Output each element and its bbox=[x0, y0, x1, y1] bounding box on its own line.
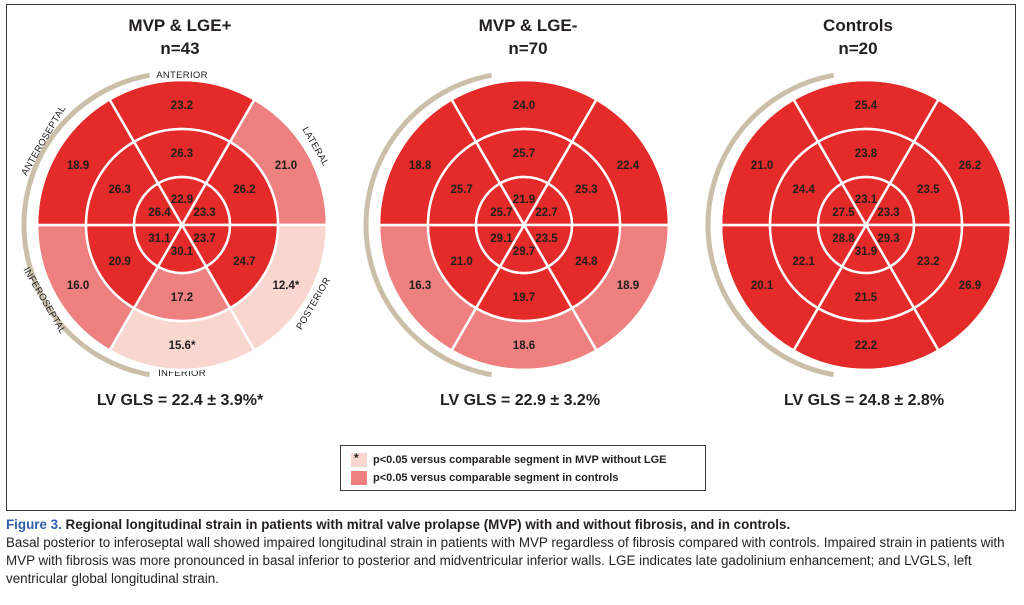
segment-value-basal-2: 21.0 bbox=[275, 160, 297, 172]
panel-title-controls: Controls n=20 bbox=[708, 14, 1008, 60]
segment-value-apical-3: 23.7 bbox=[193, 233, 215, 245]
segment-value-mid-5: 20.9 bbox=[108, 256, 130, 268]
legend-item-controls: p<0.05 versus comparable segment in cont… bbox=[351, 470, 618, 486]
segment-value-mid-2: 26.2 bbox=[233, 184, 255, 196]
segment-value-apical-6: 25.7 bbox=[490, 207, 512, 219]
segment-value-basal-3: 12.4* bbox=[272, 280, 299, 292]
segment-value-basal-1: 23.2 bbox=[171, 100, 193, 112]
legend-text-controls: p<0.05 versus comparable segment in cont… bbox=[373, 472, 619, 484]
panel-n: n=70 bbox=[508, 39, 548, 58]
segment-value-basal-6: 18.9 bbox=[67, 160, 89, 172]
bullseye-plots: ANTERIOR INFERIOR LATERAL POSTERIOR INFE… bbox=[19, 70, 1013, 379]
segment-value-apical-5: 28.8 bbox=[832, 233, 855, 245]
pericardial-ring bbox=[363, 72, 493, 378]
segment-value-mid-6: 25.7 bbox=[450, 184, 472, 196]
segment-value-basal-4: 22.2 bbox=[855, 340, 877, 352]
segment-value-apical-3: 29.3 bbox=[877, 233, 899, 245]
segment-value-basal-6: 21.0 bbox=[751, 160, 773, 172]
segment-value-basal-6: 18.8 bbox=[409, 160, 432, 172]
gls-controls: LV GLS = 24.8 ± 2.8% bbox=[783, 392, 945, 409]
segment-apical-6 bbox=[816, 181, 869, 227]
bullseye-outline bbox=[377, 78, 671, 372]
legend-text-lge: p<0.05 versus comparable segment in MVP … bbox=[373, 454, 667, 466]
segment-value-apical-2: 23.3 bbox=[877, 207, 899, 219]
segment-value-mid-4: 19.7 bbox=[513, 292, 535, 304]
segment-value-apical-6: 27.5 bbox=[832, 207, 855, 219]
segment-value-basal-5: 16.0 bbox=[67, 280, 89, 292]
bullseye-outline bbox=[35, 78, 329, 372]
segment-value-apical-1: 21.9 bbox=[513, 194, 535, 206]
segment-value-basal-1: 25.4 bbox=[855, 100, 878, 112]
segment-apical-6 bbox=[474, 181, 527, 227]
segment-value-apical-2: 23.3 bbox=[193, 207, 215, 219]
gls-lge-neg: LV GLS = 22.9 ± 3.2% bbox=[439, 392, 601, 409]
legend: * p<0.05 versus comparable segment in MV… bbox=[340, 445, 706, 491]
segment-value-mid-1: 25.7 bbox=[513, 148, 535, 160]
bullseye-outline bbox=[719, 78, 1013, 372]
legend-item-lge: * p<0.05 versus comparable segment in MV… bbox=[351, 451, 667, 468]
segment-value-basal-5: 16.3 bbox=[409, 280, 431, 292]
segment-value-mid-2: 23.5 bbox=[917, 184, 940, 196]
segment-value-apical-6: 26.4 bbox=[148, 207, 171, 219]
panel-group-name: MVP & LGE- bbox=[478, 16, 578, 35]
segment-value-basal-2: 26.2 bbox=[959, 160, 981, 172]
panel-group-name: MVP & LGE+ bbox=[128, 16, 232, 35]
segment-value-basal-4: 15.6* bbox=[169, 340, 196, 352]
segment-value-basal-4: 18.6 bbox=[513, 340, 535, 352]
segment-value-basal-1: 24.0 bbox=[513, 100, 535, 112]
segment-value-mid-3: 24.7 bbox=[233, 256, 255, 268]
segment-value-apical-2: 22.7 bbox=[535, 207, 557, 219]
figure-caption: Figure 3. Regional longitudinal strain i… bbox=[6, 516, 1018, 588]
legend-star: * bbox=[354, 451, 359, 465]
segment-value-apical-4: 29.7 bbox=[513, 246, 535, 258]
segment-value-apical-1: 23.1 bbox=[855, 194, 878, 206]
gls-lge-pos: LV GLS = 22.4 ± 3.9%* bbox=[96, 392, 264, 409]
segment-value-basal-2: 22.4 bbox=[617, 160, 640, 172]
panel-title-lge-neg: MVP & LGE- n=70 bbox=[378, 14, 678, 60]
legend-swatch-light: * bbox=[351, 451, 367, 467]
panel-group-name: Controls bbox=[823, 16, 893, 35]
segment-value-apical-4: 31.9 bbox=[855, 246, 877, 258]
segment-value-mid-5: 21.0 bbox=[450, 256, 472, 268]
segment-value-basal-3: 26.9 bbox=[959, 280, 981, 292]
segment-apical-6 bbox=[132, 181, 185, 227]
segment-value-apical-1: 22.9 bbox=[171, 194, 193, 206]
segment-value-mid-5: 22.1 bbox=[792, 256, 815, 268]
wall-label-anterior: ANTERIOR bbox=[156, 70, 208, 81]
pericardial-ring bbox=[705, 72, 835, 378]
wall-label-inferior: INFERIOR bbox=[158, 368, 206, 379]
segment-value-apical-3: 23.5 bbox=[535, 233, 558, 245]
segment-value-mid-3: 24.8 bbox=[575, 256, 598, 268]
panel-n: n=43 bbox=[160, 39, 200, 58]
caption-title: Regional longitudinal strain in patients… bbox=[65, 517, 791, 532]
segment-value-basal-3: 18.9 bbox=[617, 280, 639, 292]
segment-value-apical-4: 30.1 bbox=[171, 246, 194, 258]
segment-value-mid-4: 21.5 bbox=[855, 292, 878, 304]
pericardial-ring bbox=[21, 72, 151, 378]
segment-value-mid-6: 24.4 bbox=[792, 184, 815, 196]
caption-body: Basal posterior to inferoseptal wall sho… bbox=[6, 535, 1005, 586]
panel-title-lge-pos: MVP & LGE+ n=43 bbox=[30, 14, 330, 60]
panel-n: n=20 bbox=[838, 39, 878, 58]
segment-value-mid-3: 23.2 bbox=[917, 256, 939, 268]
segment-value-apical-5: 29.1 bbox=[490, 233, 513, 245]
segment-value-mid-6: 26.3 bbox=[108, 184, 130, 196]
figure-frame bbox=[6, 4, 1016, 511]
legend-swatch-mid bbox=[351, 471, 367, 485]
segment-value-mid-1: 23.8 bbox=[855, 148, 878, 160]
segment-value-mid-4: 17.2 bbox=[171, 292, 193, 304]
caption-label: Figure 3. bbox=[6, 517, 62, 532]
segment-value-basal-5: 20.1 bbox=[751, 280, 774, 292]
segment-value-apical-5: 31.1 bbox=[148, 233, 171, 245]
segment-value-mid-1: 26.3 bbox=[171, 148, 193, 160]
segment-value-mid-2: 25.3 bbox=[575, 184, 597, 196]
